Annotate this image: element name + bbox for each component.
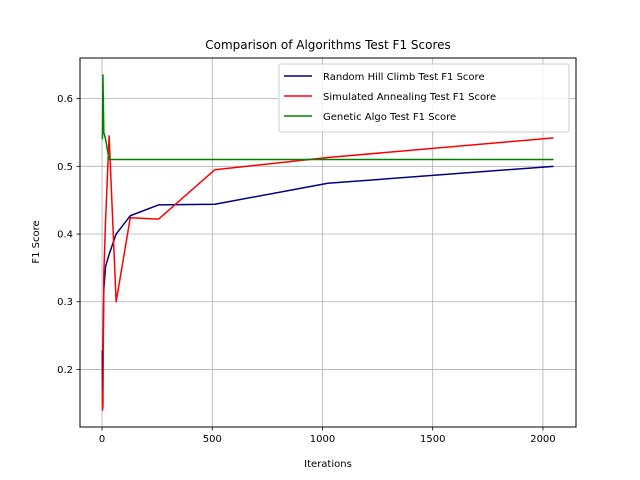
y-axis-title: F1 Score xyxy=(31,220,42,263)
x-tick-label: 0 xyxy=(99,434,105,445)
plot-area-frame xyxy=(79,57,577,428)
y-tick-label: 0.3 xyxy=(57,297,73,308)
legend-frame xyxy=(278,63,570,133)
series-line-2 xyxy=(101,135,554,411)
x-tick-label: 1000 xyxy=(310,434,335,445)
series-layer xyxy=(101,74,554,411)
legend-label-1: Random Hill Climb Test F1 Score xyxy=(323,72,485,83)
legend: Random Hill Climb Test F1 Score Simulated… xyxy=(278,63,570,133)
axis-ticks: 0 500 1000 1500 2000 0.2 0.3 0.4 0.5 0.6 xyxy=(57,94,556,445)
legend-label-2: Simulated Annealing Test F1 Score xyxy=(323,92,496,103)
y-tick-label: 0.2 xyxy=(57,365,73,376)
x-tick-label: 500 xyxy=(203,434,222,445)
y-tick-label: 0.4 xyxy=(57,230,73,241)
legend-label-3: Genetic Algo Test F1 Score xyxy=(323,112,456,123)
y-tick-label: 0.6 xyxy=(57,94,73,105)
series-line-3 xyxy=(101,74,554,161)
chart-title: Comparison of Algorithms Test F1 Scores xyxy=(205,38,451,52)
x-tick-label: 1500 xyxy=(420,434,445,445)
x-tick-label: 2000 xyxy=(530,434,555,445)
x-axis-title: Iterations xyxy=(304,459,352,470)
y-tick-label: 0.5 xyxy=(57,162,73,173)
